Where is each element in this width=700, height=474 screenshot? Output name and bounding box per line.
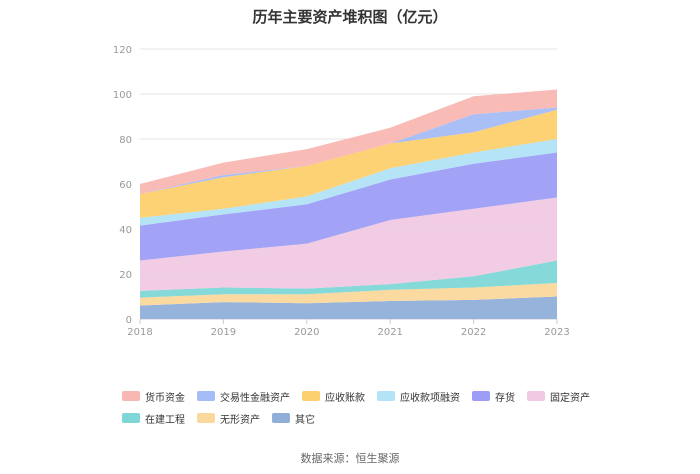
area-series-0[interactable] [140, 296, 557, 320]
area-series-8[interactable] [140, 89, 557, 195]
x-axis: 2018 2019 2020 2021 2022 2023 [127, 319, 570, 338]
x-tick-label: 2023 [544, 327, 569, 338]
legend-label: 无形资产 [220, 414, 260, 426]
chart-title: 历年主要资产堆积图（亿元） [252, 8, 448, 26]
legend-label: 应收款项融资 [400, 392, 460, 404]
legend-label: 存货 [495, 392, 515, 404]
y-tick-label: 80 [119, 135, 132, 146]
legend-label: 其它 [295, 414, 315, 426]
legend-item[interactable]: 存货 [472, 388, 515, 404]
y-tick-label: 120 [113, 45, 132, 56]
legend-label: 货币资金 [145, 392, 185, 404]
x-tick-label: 2021 [377, 327, 402, 338]
legend: 货币资金 交易性金融资产 应收账款 应收款项融资 存货 固定资产在建工程 无形资产 其它 [122, 388, 602, 426]
legend-swatch [377, 391, 395, 401]
legend-label: 应收账款 [325, 392, 365, 404]
area-series-6[interactable] [140, 109, 557, 218]
legend-item[interactable]: 应收账款 [302, 388, 365, 404]
legend-swatch [302, 391, 320, 401]
legend-swatch [122, 413, 140, 423]
source-note: 数据来源：恒生聚源 [300, 452, 400, 465]
x-tick-label: 2018 [127, 327, 152, 338]
legend-item[interactable]: 固定资产 [527, 388, 590, 404]
y-tick-label: 60 [119, 180, 132, 191]
y-tick-label: 40 [119, 225, 132, 236]
x-tick-label: 2020 [294, 327, 319, 338]
y-tick-label: 20 [119, 270, 132, 281]
area-series-1[interactable] [140, 283, 557, 306]
legend-swatch [472, 391, 490, 401]
area-series-7[interactable] [140, 107, 557, 195]
y-tick-label: 0 [126, 315, 132, 326]
legend-swatch [197, 391, 215, 401]
area-series-4[interactable] [140, 152, 557, 261]
legend-item[interactable]: 应收款项融资 [377, 388, 460, 404]
legend-swatch [197, 413, 215, 423]
legend-label: 固定资产 [550, 392, 590, 404]
legend-label: 交易性金融资产 [220, 392, 290, 404]
legend-swatch [272, 413, 290, 423]
legend-swatch [122, 391, 140, 401]
area-series-2[interactable] [140, 260, 557, 298]
area-series [140, 89, 557, 320]
area-series-5[interactable] [140, 139, 557, 226]
legend-swatch [527, 391, 545, 401]
legend-item[interactable]: 交易性金融资产 [197, 388, 290, 404]
legend-item[interactable]: 其它 [272, 410, 315, 426]
legend-item[interactable]: 在建工程 [122, 410, 185, 426]
legend-item[interactable]: 无形资产 [197, 410, 260, 426]
x-tick-label: 2022 [461, 327, 486, 338]
area-series-3[interactable] [140, 197, 557, 291]
y-tick-label: 100 [113, 90, 132, 101]
legend-label: 在建工程 [145, 414, 185, 426]
legend-item[interactable]: 货币资金 [122, 388, 185, 404]
y-axis: 0 20 40 60 80 100 120 [113, 45, 132, 326]
x-tick-label: 2019 [211, 327, 236, 338]
